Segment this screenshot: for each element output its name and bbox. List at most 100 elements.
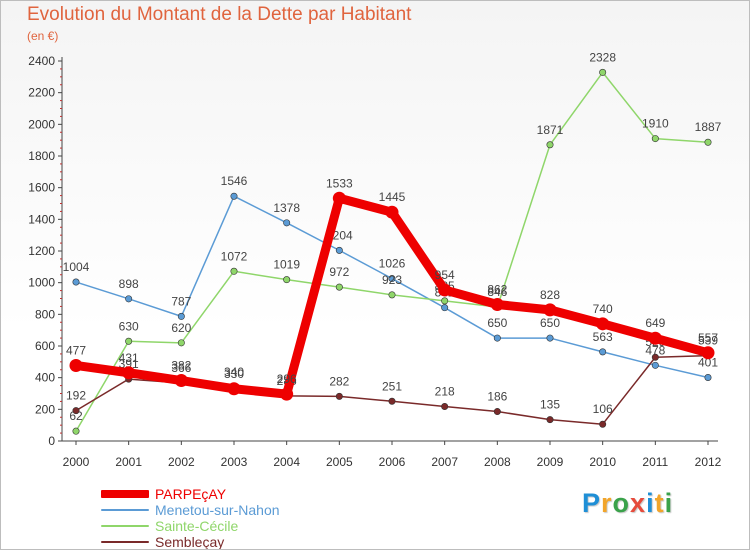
y-tick-label: 2000 [28,117,55,131]
x-tick-label: 2003 [221,455,248,469]
data-label-parpecay: 828 [540,288,560,302]
data-point-semblecay [546,416,554,424]
legend-label: Menetou-sur-Nahon [155,502,280,518]
data-point-parpecay [648,331,662,345]
data-label-sainte-cecile: 1072 [221,249,248,263]
data-point-parpecay [596,317,610,331]
data-label-semblecay: 251 [382,379,402,393]
data-label-parpecay: 740 [593,302,613,316]
data-label-semblecay: 106 [593,402,613,416]
legend-swatch [101,509,149,511]
x-tick-label: 2001 [115,455,142,469]
data-point-semblecay [72,407,80,415]
data-label-parpecay: 649 [645,316,665,330]
legend-label: Sainte-Cécile [155,518,239,534]
data-point-semblecay [335,392,343,400]
data-label-parpecay: 477 [66,343,86,357]
x-tick-label: 2006 [379,455,406,469]
data-point-menetou-sur-nahon [335,246,343,254]
y-tick-label: 1800 [28,149,55,163]
data-label-parpecay: 954 [435,268,455,282]
data-point-semblecay [651,353,659,361]
data-label-parpecay: 330 [224,367,244,381]
legend-item-sainte-cecile: Sainte-Cécile [101,518,280,534]
y-tick-label: 600 [35,339,55,353]
y-tick-label: 2400 [28,54,55,68]
data-label-semblecay: 366 [171,361,191,375]
x-tick-label: 2005 [326,455,353,469]
y-tick-label: 1000 [28,276,55,290]
data-point-menetou-sur-nahon [72,278,80,286]
data-label-menetou-sur-nahon: 787 [171,294,191,308]
logo-letter: i [664,488,674,518]
x-tick-label: 2008 [484,455,511,469]
data-point-semblecay [493,408,501,416]
data-point-parpecay [543,303,557,317]
data-point-parpecay [438,283,452,297]
y-tick-label: 0 [48,434,55,448]
data-point-menetou-sur-nahon [283,219,291,227]
data-label-parpecay: 1445 [379,190,406,204]
data-point-sainte-cecile [125,337,133,345]
data-label-semblecay: 135 [540,398,560,412]
data-point-sainte-cecile [283,276,291,284]
chart-title: Evolution du Montant de la Dette par Hab… [27,4,412,25]
data-label-sainte-cecile: 1910 [642,117,669,131]
data-point-semblecay [441,402,449,410]
data-point-menetou-sur-nahon [704,374,712,382]
data-label-semblecay: 218 [435,384,455,398]
data-label-menetou-sur-nahon: 1026 [379,257,406,271]
data-point-menetou-sur-nahon [441,304,449,312]
data-point-sainte-cecile [546,141,554,149]
data-point-parpecay [174,374,188,388]
data-label-sainte-cecile: 620 [171,321,191,335]
data-label-semblecay: 186 [487,390,507,404]
data-point-parpecay [701,346,715,360]
data-point-parpecay [69,358,83,372]
data-point-sainte-cecile [72,427,80,435]
chart-subtitle: (en €) [27,29,59,43]
data-point-parpecay [227,382,241,396]
legend-label: PARPEçAY [155,486,227,502]
data-point-sainte-cecile [388,291,396,299]
data-label-menetou-sur-nahon: 563 [593,330,613,344]
data-point-semblecay [599,420,607,428]
x-tick-label: 2011 [642,455,668,469]
data-point-parpecay [280,387,294,401]
x-tick-label: 2000 [63,455,90,469]
data-point-menetou-sur-nahon [546,334,554,342]
data-label-semblecay: 282 [329,374,349,388]
data-label-menetou-sur-nahon: 401 [698,356,718,370]
data-label-parpecay: 1533 [326,176,353,190]
y-tick-label: 1200 [28,244,55,258]
legend-item-semblecay: Sembleçay [101,534,280,549]
logo-letter: i [646,488,655,518]
data-label-parpecay: 862 [487,283,507,297]
data-label-sainte-cecile: 1887 [695,120,722,134]
data-label-semblecay: 192 [66,389,86,403]
data-label-menetou-sur-nahon: 1378 [273,201,300,215]
data-label-semblecay: 340 [224,365,244,379]
logo-letter: t [654,488,665,518]
legend-item-menetou-sur-nahon: Menetou-sur-Nahon [101,502,280,518]
legend-item-parpecay: PARPEçAY [101,486,280,502]
data-label-menetou-sur-nahon: 1004 [63,260,90,274]
data-label-sainte-cecile: 2328 [589,50,616,64]
x-tick-label: 2004 [273,455,300,469]
data-point-sainte-cecile [441,297,449,305]
x-tick-label: 2007 [431,455,458,469]
x-tick-label: 2002 [168,455,195,469]
data-point-menetou-sur-nahon [651,361,659,369]
data-point-menetou-sur-nahon [388,275,396,283]
x-tick-label: 2012 [695,455,722,469]
data-label-sainte-cecile: 1019 [273,258,300,272]
y-tick-label: 400 [35,371,55,385]
y-tick-label: 800 [35,307,55,321]
data-point-parpecay [385,205,399,219]
data-label-menetou-sur-nahon: 650 [540,316,560,330]
legend-swatch [101,541,149,543]
data-label-sainte-cecile: 62 [69,409,83,423]
proxiti-logo: Proxiti [582,488,673,519]
